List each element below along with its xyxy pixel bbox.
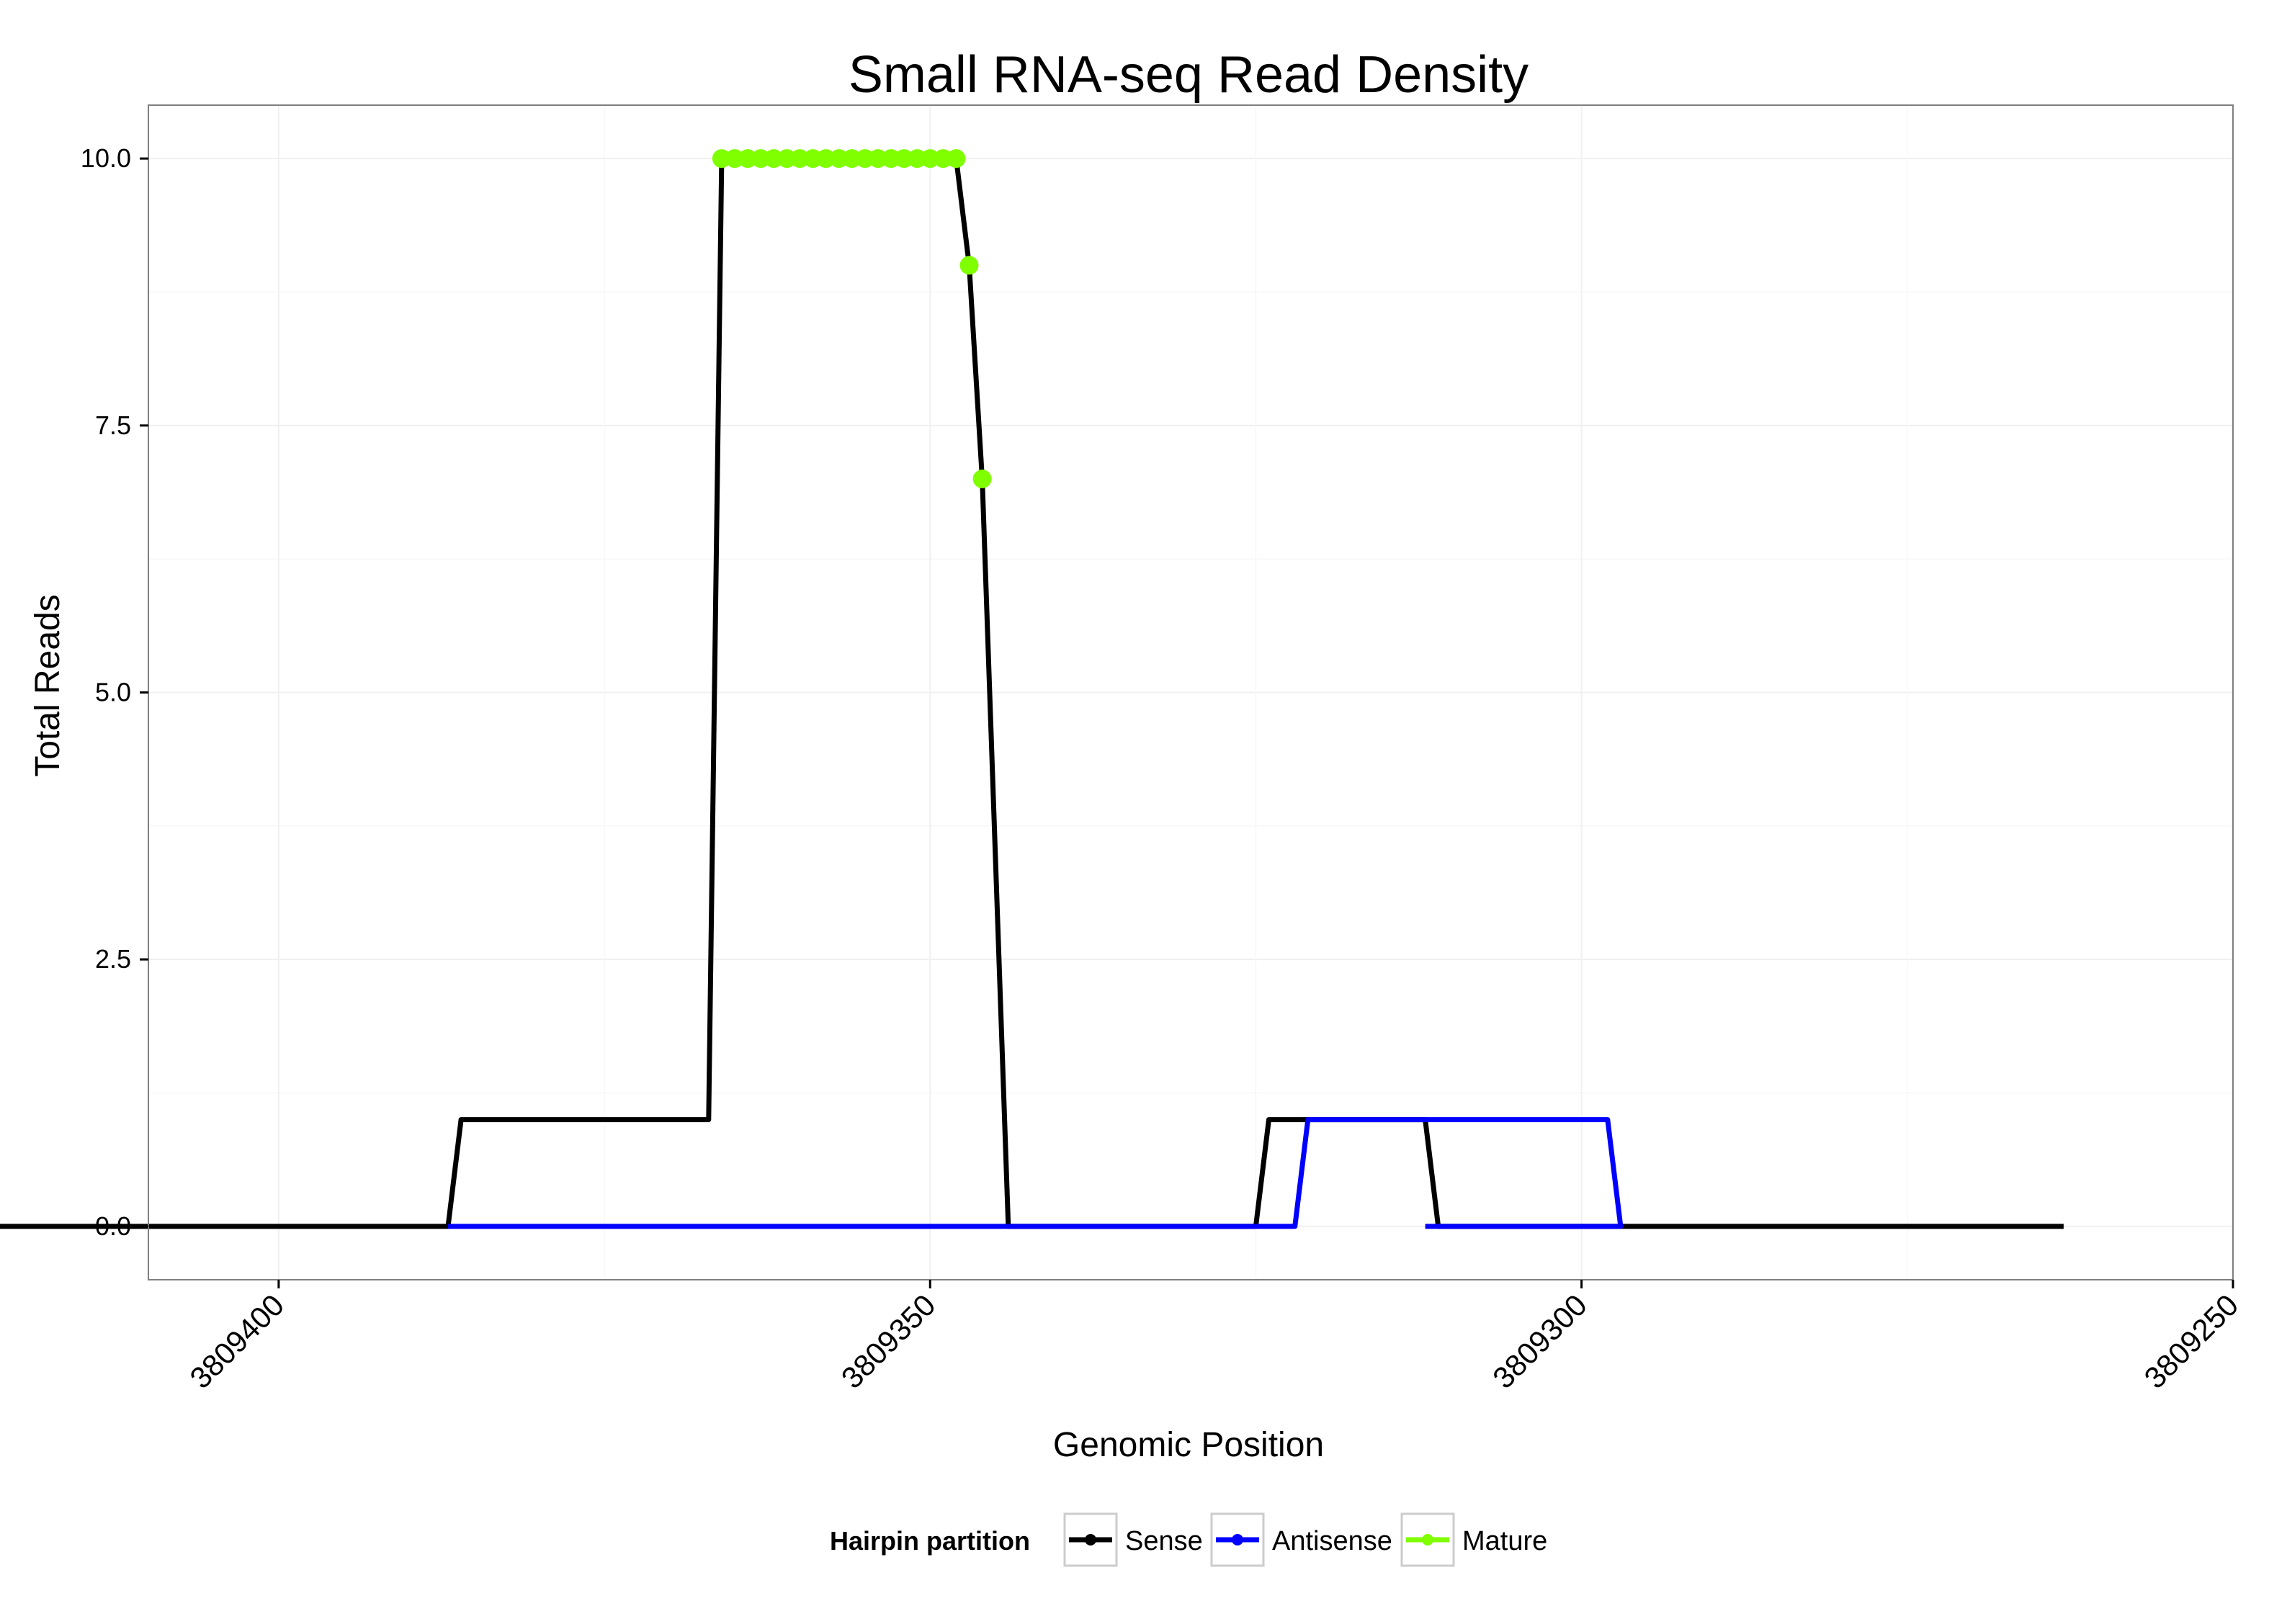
mature-data-point [738,149,758,169]
y-tick-label: 2.5 [95,944,131,974]
antisense-series-line [448,1117,1624,1229]
mature-data-point [790,149,810,169]
chart-title: Small RNA-seq Read Density [849,46,1529,104]
y-tick-label: 10.0 [81,143,131,173]
mature-data-point [881,149,900,169]
y-tick-label: 5.0 [95,678,131,707]
y-tick-label: 0.0 [95,1211,131,1241]
x-axis-title: Genomic Position [1053,1426,1324,1464]
mature-data-point [803,149,823,169]
mature-data-point [777,149,797,169]
legend-swatch-point-antisense [1232,1534,1243,1546]
x-tick-label: 3809300 [1486,1288,1593,1395]
mature-data-point [751,149,771,169]
mature-data-point [934,149,953,169]
mature-data-point [725,149,744,169]
legend-label-mature: Mature [1462,1526,1547,1556]
legend-title: Hairpin partition [830,1526,1030,1556]
mature-data-point [946,149,966,169]
x-tick-label: 3809250 [2138,1288,2245,1395]
y-axis-title: Total Reads [29,594,67,776]
mature-data-point [829,149,849,169]
mature-data-point [842,149,861,169]
series-layer [0,149,2064,1229]
x-tick-label: 3809350 [835,1288,942,1395]
mature-data-point [921,149,940,169]
grid-lines [148,105,2234,1280]
legend-swatch-point-sense [1085,1534,1096,1546]
mature-data-point [764,149,784,169]
mature-data-point [908,149,927,169]
legend-label-sense: Sense [1125,1526,1203,1556]
y-tick-label: 7.5 [95,411,131,440]
mature-data-point [816,149,836,169]
x-tick-label: 3809400 [183,1288,290,1395]
mature-data-point [712,149,731,169]
legend: Hairpin partition Sense Antisense Mature [830,1512,1547,1567]
mature-data-point [855,149,874,169]
mature-data-point [972,469,992,488]
legend-label-antisense: Antisense [1272,1526,1392,1556]
mature-data-point [895,149,914,169]
legend-swatch-point-mature [1422,1534,1433,1546]
mature-data-point [868,149,887,169]
mature-data-point [959,256,979,275]
